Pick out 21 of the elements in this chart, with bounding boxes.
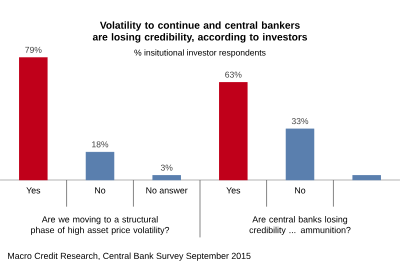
bar xyxy=(219,82,248,180)
bar xyxy=(286,128,314,180)
bar xyxy=(19,57,48,180)
data-label: 79% xyxy=(25,46,42,53)
bar xyxy=(352,175,381,180)
text: Macro Credit Research, Central Bank Survey September 2015 xyxy=(8,252,251,261)
x-tick-label: No answer xyxy=(146,187,188,194)
data-label: 63% xyxy=(225,72,242,78)
data-label: 33% xyxy=(292,118,308,124)
bar xyxy=(86,152,114,180)
text: Are central banks losing credibility ... ammunition? xyxy=(250,216,351,235)
data-label: 18% xyxy=(92,141,108,148)
x-tick-label: Yes xyxy=(26,187,40,194)
bar xyxy=(152,175,181,180)
data-label: 3% xyxy=(160,164,173,171)
x-tick-label: No xyxy=(95,187,106,194)
x-tick-label: Yes xyxy=(226,187,240,194)
x-tick-label: No xyxy=(295,187,306,194)
chart-subtitle: % insitutional investor respondents xyxy=(134,49,266,58)
chart-title: Volatility to continue and central bankers are losing credibility, according to investors xyxy=(92,21,308,43)
text: Are we moving to a structural phase of high asset price volatility? xyxy=(31,216,170,235)
